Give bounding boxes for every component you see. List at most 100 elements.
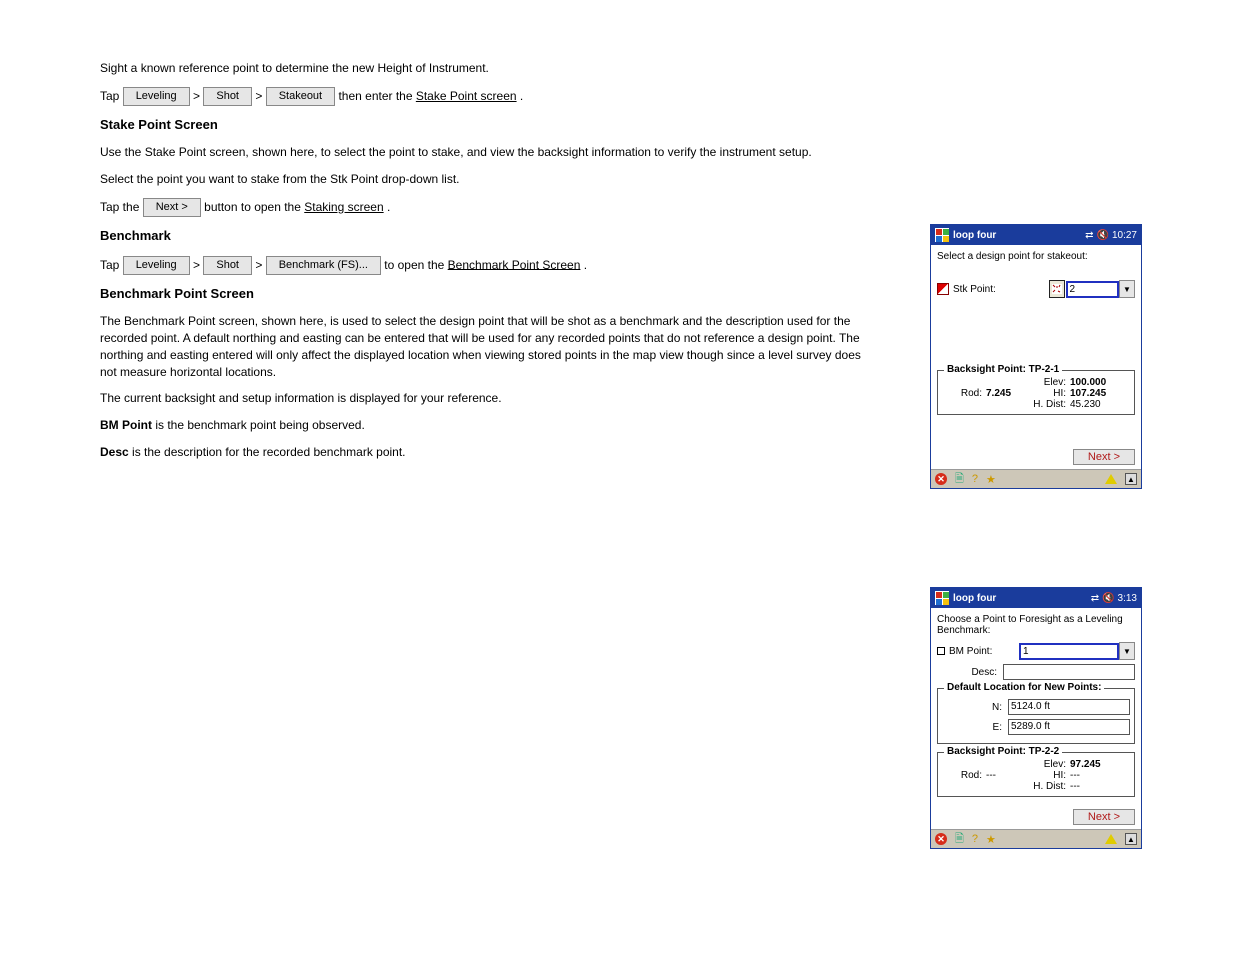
signal-icon: ⇄ <box>1085 230 1093 241</box>
rod-label: Rod: <box>942 388 986 399</box>
footer-buttons: Next > <box>931 445 1141 469</box>
blank <box>942 781 986 792</box>
text: . <box>584 257 587 271</box>
n-row: N: 5124.0 ft <box>942 699 1130 715</box>
next-button[interactable]: Next > <box>1073 809 1135 825</box>
text: Tap the <box>100 200 143 214</box>
bs-legend: Backsight Point: TP-2-2 <box>944 746 1062 757</box>
sep: > <box>255 257 265 271</box>
btn-shot-2: Shot <box>203 256 252 275</box>
text: then enter the <box>338 89 415 103</box>
text: Tap <box>100 89 123 103</box>
blank <box>942 759 986 770</box>
device-stake-point: loop four ⇄ 🔇 10:27 Select a design poin… <box>930 224 1142 489</box>
star-icon[interactable]: ★ <box>986 473 996 486</box>
document-body: Sight a known reference point to determi… <box>100 60 880 471</box>
text: to open the <box>384 257 447 271</box>
para-bm-point-expl: BM Point is the benchmark point being ob… <box>100 417 880 434</box>
bm-point-row: BM Point: 1 ▼ <box>937 642 1135 660</box>
window-title: loop four <box>953 593 1088 604</box>
hdist-value: 45.230 <box>1070 399 1116 410</box>
link-staking-screen[interactable]: Staking screen <box>304 200 383 214</box>
default-location-groupbox: Default Location for New Points: N: 5124… <box>937 688 1135 744</box>
notes-icon[interactable]: 🗎 <box>955 470 964 489</box>
loc-legend: Default Location for New Points: <box>944 682 1104 693</box>
bs-info-grid: Elev: 100.000 Rod: 7.245 HI: 107.245 H. … <box>942 377 1130 410</box>
btn-shot: Shot <box>203 87 252 106</box>
flag-icon <box>937 283 949 295</box>
rod-value: 7.245 <box>986 388 1026 399</box>
hi-value: 107.245 <box>1070 388 1116 399</box>
blank <box>986 399 1026 410</box>
bs-legend: Backsight Point: TP-2-1 <box>944 364 1062 375</box>
desc-term: Desc <box>100 445 129 459</box>
help-icon[interactable]: ? <box>972 473 978 485</box>
heading-benchmark: Benchmark <box>100 227 880 245</box>
desc-row: Desc: <box>937 664 1135 680</box>
stk-point-dropdown[interactable]: ▼ <box>1119 280 1135 298</box>
hdist-value: --- <box>1070 781 1116 792</box>
text: button to open the <box>204 200 304 214</box>
bm-point-dropdown[interactable]: ▼ <box>1119 642 1135 660</box>
sep: > <box>193 257 203 271</box>
titlebar: loop four ⇄ 🔇 10:27 <box>931 225 1141 245</box>
clock: 10:27 <box>1112 230 1137 241</box>
notes-icon[interactable]: 🗎 <box>955 830 964 849</box>
desc-input[interactable] <box>1003 664 1135 680</box>
link-stake-point-screen[interactable]: Stake Point screen <box>416 89 517 103</box>
warning-icon[interactable] <box>1105 834 1117 844</box>
device-body: Choose a Point to Foresight as a Levelin… <box>931 608 1141 805</box>
para-stake-desc: Use the Stake Point screen, shown here, … <box>100 144 880 161</box>
bs-info-grid: Elev: 97.245 Rod: --- HI: --- H. Dist: -… <box>942 759 1130 792</box>
n-input[interactable]: 5124.0 ft <box>1008 699 1130 715</box>
para-desc-expl: Desc is the description for the recorded… <box>100 444 880 461</box>
text: Tap <box>100 257 123 271</box>
help-icon[interactable]: ? <box>972 833 978 845</box>
windows-logo-icon <box>935 228 949 242</box>
prompt-text: Select a design point for stakeout: <box>937 251 1135 262</box>
hi-value: --- <box>1070 770 1116 781</box>
up-arrow-icon[interactable]: ▲ <box>1125 473 1137 485</box>
window-title: loop four <box>953 230 1082 241</box>
sep: > <box>255 89 265 103</box>
n-label: N: <box>942 702 1008 713</box>
para-bs-intro: Sight a known reference point to determi… <box>100 60 880 77</box>
link-bm-point-screen[interactable]: Benchmark Point Screen <box>448 257 581 271</box>
hi-label: HI: <box>1026 388 1070 399</box>
warning-icon[interactable] <box>1105 474 1117 484</box>
titlebar: loop four ⇄ 🔇 3:13 <box>931 588 1141 608</box>
btn-benchmark-fs: Benchmark (FS)... <box>266 256 381 275</box>
text: is the benchmark point being observed. <box>155 418 364 432</box>
elev-label: Elev: <box>1026 759 1070 770</box>
bm-point-term: BM Point <box>100 418 152 432</box>
para-bm-desc: The Benchmark Point screen, shown here, … <box>100 313 880 380</box>
pick-point-icon[interactable] <box>1049 280 1065 298</box>
btn-leveling-2: Leveling <box>123 256 190 275</box>
text: is the description for the recorded benc… <box>132 445 405 459</box>
volume-icon: 🔇 <box>1102 593 1114 604</box>
statusbar: ✕ 🗎 ? ★ ▲ <box>931 469 1141 488</box>
sep: > <box>193 89 203 103</box>
blank <box>986 377 1026 388</box>
elev-label: Elev: <box>1026 377 1070 388</box>
text: . <box>387 200 390 214</box>
para-bm-bs: The current backsight and setup informat… <box>100 390 880 407</box>
blank <box>942 399 986 410</box>
heading-stake-point: Stake Point Screen <box>100 116 880 134</box>
stk-point-input[interactable]: 2 <box>1066 281 1120 298</box>
star-icon[interactable]: ★ <box>986 833 996 846</box>
btn-next-inline: Next > <box>143 198 201 217</box>
clock: 3:13 <box>1118 593 1137 604</box>
e-input[interactable]: 5289.0 ft <box>1008 719 1130 735</box>
btn-stakeout: Stakeout <box>266 87 335 106</box>
bm-point-input[interactable]: 1 <box>1019 643 1119 660</box>
close-icon[interactable]: ✕ <box>935 473 947 485</box>
up-arrow-icon[interactable]: ▲ <box>1125 833 1137 845</box>
para-next-staking: Tap the Next > button to open the Stakin… <box>100 198 880 217</box>
stk-point-label: Stk Point: <box>953 284 1003 295</box>
close-icon[interactable]: ✕ <box>935 833 947 845</box>
device-body: Select a design point for stakeout: Stk … <box>931 245 1141 445</box>
hdist-label: H. Dist: <box>1026 781 1070 792</box>
elev-value: 100.000 <box>1070 377 1116 388</box>
next-button[interactable]: Next > <box>1073 449 1135 465</box>
